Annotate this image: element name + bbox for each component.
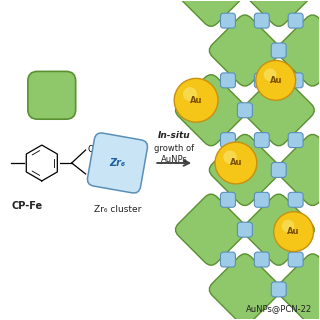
FancyBboxPatch shape (254, 132, 269, 148)
Text: growth of: growth of (154, 144, 194, 153)
Circle shape (282, 220, 294, 232)
FancyBboxPatch shape (288, 13, 303, 28)
Text: Au: Au (269, 76, 282, 85)
FancyBboxPatch shape (277, 254, 320, 320)
FancyBboxPatch shape (254, 252, 269, 267)
FancyBboxPatch shape (271, 43, 286, 58)
Text: O: O (88, 145, 94, 154)
Text: AuNPs: AuNPs (161, 156, 188, 164)
Text: Zr₆: Zr₆ (109, 158, 125, 168)
FancyBboxPatch shape (175, 0, 247, 26)
FancyBboxPatch shape (254, 13, 269, 28)
Circle shape (256, 60, 296, 100)
FancyBboxPatch shape (87, 133, 148, 193)
FancyBboxPatch shape (271, 163, 286, 177)
FancyBboxPatch shape (28, 71, 76, 119)
FancyBboxPatch shape (254, 73, 269, 88)
FancyBboxPatch shape (175, 194, 247, 265)
FancyBboxPatch shape (277, 134, 320, 205)
Text: O: O (88, 172, 94, 180)
FancyBboxPatch shape (220, 252, 236, 267)
FancyBboxPatch shape (243, 75, 314, 146)
FancyBboxPatch shape (237, 222, 252, 237)
FancyBboxPatch shape (209, 134, 281, 205)
Circle shape (215, 142, 257, 184)
FancyBboxPatch shape (209, 254, 281, 320)
Text: Au: Au (230, 158, 242, 167)
FancyBboxPatch shape (220, 132, 236, 148)
Text: CP-Fe: CP-Fe (12, 201, 43, 211)
Text: Au: Au (287, 227, 300, 236)
Text: AuNPs@PCN-22: AuNPs@PCN-22 (246, 304, 312, 313)
Text: ⁻: ⁻ (96, 143, 99, 149)
Circle shape (274, 212, 314, 252)
Text: In-situ: In-situ (158, 131, 190, 140)
FancyBboxPatch shape (254, 192, 269, 207)
Circle shape (223, 150, 237, 164)
FancyBboxPatch shape (220, 192, 236, 207)
FancyBboxPatch shape (209, 15, 281, 86)
FancyBboxPatch shape (220, 13, 236, 28)
Text: Au: Au (190, 96, 202, 105)
FancyBboxPatch shape (288, 132, 303, 148)
FancyBboxPatch shape (288, 192, 303, 207)
FancyBboxPatch shape (288, 73, 303, 88)
Text: Zr₆ cluster: Zr₆ cluster (94, 205, 141, 214)
FancyBboxPatch shape (243, 0, 314, 26)
FancyBboxPatch shape (175, 75, 247, 146)
Circle shape (264, 68, 276, 81)
FancyBboxPatch shape (220, 73, 236, 88)
FancyBboxPatch shape (277, 15, 320, 86)
FancyBboxPatch shape (288, 252, 303, 267)
FancyBboxPatch shape (237, 103, 252, 118)
FancyBboxPatch shape (271, 282, 286, 297)
Circle shape (183, 87, 197, 101)
FancyBboxPatch shape (243, 194, 314, 265)
Circle shape (174, 78, 218, 122)
